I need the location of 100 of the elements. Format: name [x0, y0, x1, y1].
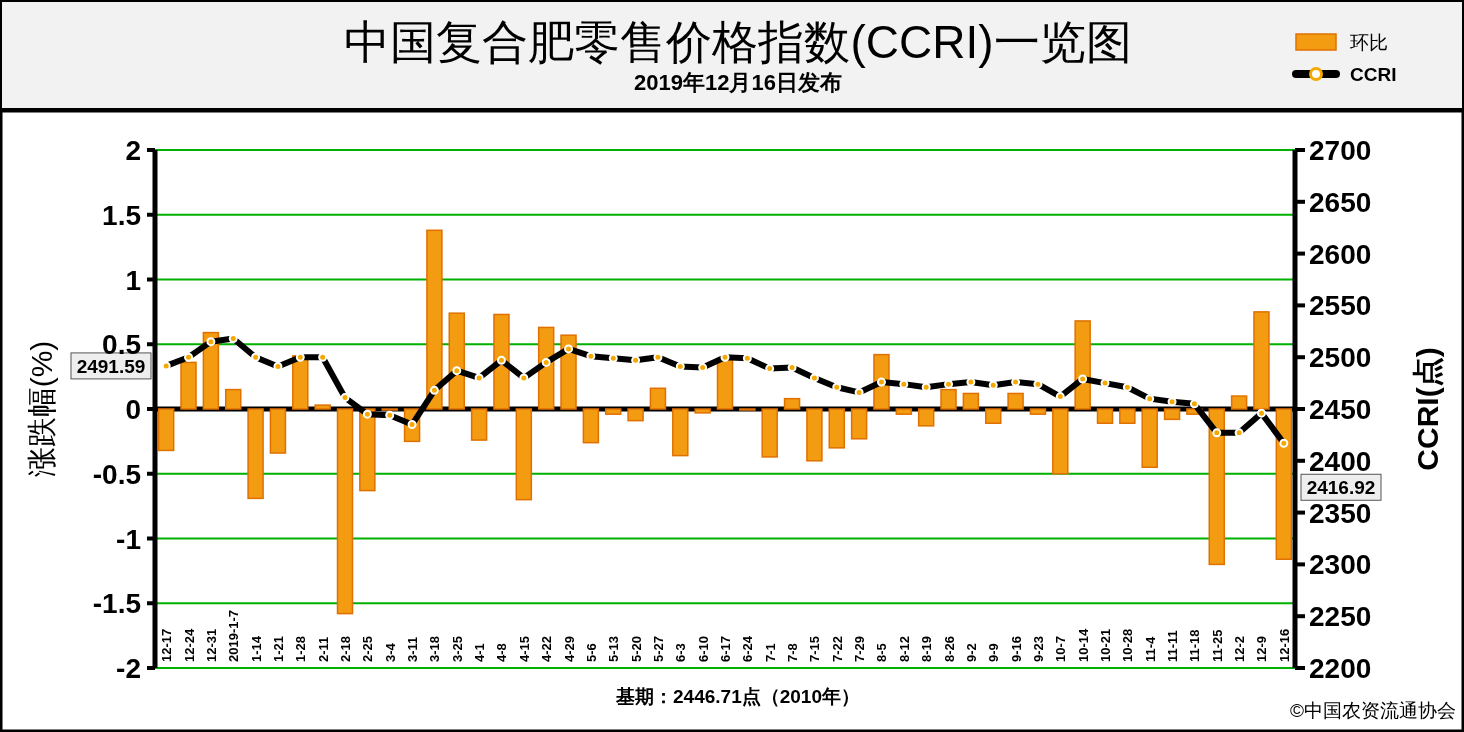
x-tick-label: 6-17 [718, 635, 733, 662]
bar [359, 408, 376, 492]
y-axis-title: 涨跌幅(%) [25, 340, 58, 478]
y2-tick-label: 2500 [1309, 342, 1372, 374]
bar [1253, 311, 1270, 410]
bar [984, 408, 1002, 424]
x-tick-label: 7-15 [807, 635, 823, 662]
legend-label: 环比 [1350, 32, 1388, 53]
y2-tick-label: 2550 [1309, 290, 1372, 322]
x-tick-label: 12-31 [203, 628, 219, 662]
bar [269, 408, 287, 454]
x-tick-label: 11-25 [1209, 629, 1225, 662]
bar [582, 408, 600, 444]
bar [1007, 392, 1024, 410]
x-tick-label: 1-21 [270, 635, 286, 662]
x-tick-label: 5-13 [606, 635, 622, 662]
chart-subtitle: 2019年12月16日发布 [634, 70, 842, 95]
x-tick-label: 4-15 [516, 635, 532, 662]
bar [1275, 408, 1293, 560]
x-tick-label: 2-25 [360, 635, 376, 662]
bar [761, 408, 778, 458]
bar [627, 408, 644, 422]
bar [1119, 408, 1136, 424]
bar [895, 408, 913, 415]
bar [157, 408, 175, 452]
x-tick-label: 2-11 [315, 636, 331, 662]
bar [537, 326, 555, 410]
y2-tick-label: 2700 [1309, 135, 1372, 166]
x-tick-label: 3-18 [427, 635, 443, 662]
bar [962, 392, 980, 410]
x-tick-label: 2-18 [338, 635, 353, 662]
bar [649, 387, 667, 410]
legend-label: CCRI [1350, 64, 1397, 85]
bar [1052, 408, 1069, 475]
x-tick-label: 8-12 [896, 635, 912, 662]
x-tick-label: 12-2 [1232, 635, 1248, 662]
x-tick-label: 4-22 [539, 635, 555, 662]
x-tick-label: 10-14 [1075, 627, 1091, 662]
x-tick-label: 9-9 [986, 643, 1002, 662]
bar [336, 408, 354, 615]
bar [470, 408, 488, 441]
y2-tick-label: 2650 [1309, 186, 1372, 218]
x-tick-label: 10-28 [1120, 628, 1136, 662]
y-tick-label: -1 [116, 523, 141, 555]
x-tick-label: 6-3 [673, 643, 689, 662]
y-tick-label: -2 [116, 653, 141, 684]
x-tick-label: 4-1 [472, 643, 488, 662]
x-tick-label: 6-10 [695, 635, 711, 662]
bar [783, 397, 801, 410]
x-tick-label: 9-23 [1030, 635, 1046, 662]
x-tick-label: 4-8 [494, 643, 510, 662]
x-tick-label: 10-21 [1098, 628, 1113, 662]
bar [672, 408, 689, 457]
bar [1074, 320, 1091, 410]
x-tick-label: 3-25 [449, 635, 465, 662]
y2-tick-label: 2300 [1309, 549, 1372, 581]
bar [1163, 408, 1181, 421]
bar [314, 404, 331, 410]
bar [694, 408, 711, 414]
x-tick-label: 12-17 [159, 628, 175, 662]
text: ©中国农资流通协会 [1290, 700, 1456, 721]
x-tick-label: 5-27 [650, 635, 666, 662]
y-tick-label: 0 [125, 394, 141, 425]
x-tick-label: 8-5 [874, 643, 890, 662]
bar [180, 361, 197, 410]
text: 基期：2446.71点（2010年） [615, 686, 860, 707]
x-tick-label: 11-4 [1142, 635, 1158, 662]
x-tick-label: 9-16 [1008, 635, 1024, 662]
y2-tick-label: 2250 [1309, 601, 1372, 633]
y2-tick-label: 2450 [1309, 394, 1372, 425]
bar [224, 388, 242, 410]
x-tick-label: 7-1 [762, 643, 778, 662]
x-tick-label: 5-6 [583, 643, 599, 662]
x-tick-label: 3-4 [382, 642, 398, 662]
bar [917, 408, 935, 427]
y-tick-label: 2 [125, 135, 141, 166]
x-tick-label: 1-28 [293, 635, 309, 662]
x-tick-label: 12-16 [1276, 628, 1292, 662]
bar [1208, 408, 1226, 566]
bar [604, 408, 622, 415]
y-tick-label: 1 [125, 264, 141, 296]
x-tick-label: 3-11 [405, 636, 421, 662]
chart-title: 中国复合肥零售价格指数(CCRI)一览图 [344, 16, 1132, 68]
y2-tick-label: 2200 [1309, 653, 1372, 684]
x-tick-label: 8-26 [941, 635, 957, 662]
x-tick-label: 11-18 [1187, 629, 1203, 662]
x-tick-label: 4-29 [561, 635, 577, 662]
bar [828, 408, 846, 449]
x-tick-label: 1-14 [248, 635, 264, 662]
x-tick-label: 12-24 [181, 627, 197, 662]
bar [1096, 408, 1114, 424]
data-label: 2416.92 [1306, 477, 1376, 499]
x-tick-label: 2019-1-7 [226, 609, 242, 662]
x-tick-label: 5-20 [628, 635, 644, 662]
x-tick-label: 7-22 [829, 635, 845, 662]
y2-tick-label: 2600 [1309, 238, 1372, 270]
x-tick-label: 8-19 [919, 635, 935, 662]
x-tick-label: 11-11 [1165, 630, 1181, 662]
y2-tick-label: 2400 [1309, 445, 1372, 477]
x-tick-label: 12-9 [1254, 635, 1270, 662]
